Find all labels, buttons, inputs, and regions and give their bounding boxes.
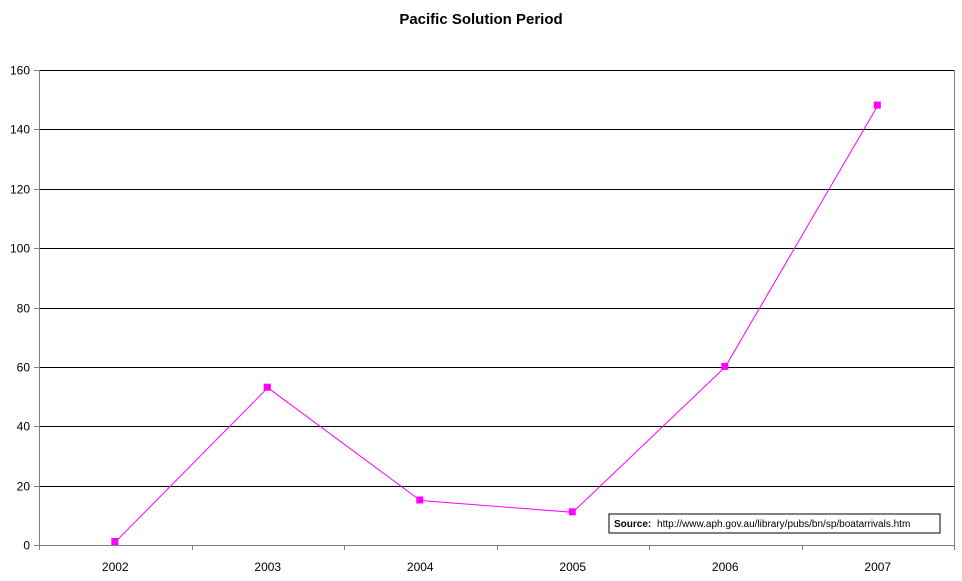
y-tick-label: 60 [17, 361, 31, 375]
y-tick-label: 160 [10, 64, 30, 78]
source-label: Source: [614, 519, 651, 530]
y-tick-label: 140 [10, 123, 30, 137]
y-tick-label: 40 [17, 420, 31, 434]
x-tick-label: 2007 [864, 560, 891, 574]
source-annotation: Source: http://www.aph.gov.au/library/pu… [608, 513, 941, 534]
y-tick-label: 20 [17, 480, 31, 494]
axes [34, 70, 955, 550]
data-point-2004 [416, 496, 424, 504]
source-url: http://www.aph.gov.au/library/pubs/bn/sp… [657, 519, 910, 530]
data-point-2007 [873, 101, 881, 109]
x-tick-labels: 2002 2003 2004 2005 2006 2007 [102, 560, 892, 574]
y-tick-label: 100 [10, 242, 30, 256]
x-tick-label: 2002 [102, 560, 129, 574]
data-point-2002 [111, 538, 119, 545]
chart-title: Pacific Solution Period [399, 11, 562, 28]
data-point-2005 [568, 508, 576, 516]
data-point-2006 [721, 362, 729, 370]
y-tick-labels: 0 20 40 60 80 100 120 140 160 [10, 64, 30, 553]
x-tick-label: 2006 [712, 560, 739, 574]
series [111, 101, 881, 545]
y-tick-label: 0 [23, 539, 30, 553]
data-point-2003 [263, 383, 271, 391]
source-box [608, 513, 941, 534]
y-tick-label: 120 [10, 183, 30, 197]
x-tick-label: 2003 [254, 560, 281, 574]
y-tick-label: 80 [17, 302, 31, 316]
x-tick-label: 2005 [559, 560, 586, 574]
x-tick-label: 2004 [407, 560, 434, 574]
svg-text:Source: http://www.aph.g: Source: http://www.aph.gov.au/library/pu… [614, 519, 910, 530]
gridlines [39, 70, 954, 487]
series-line [114, 105, 879, 543]
